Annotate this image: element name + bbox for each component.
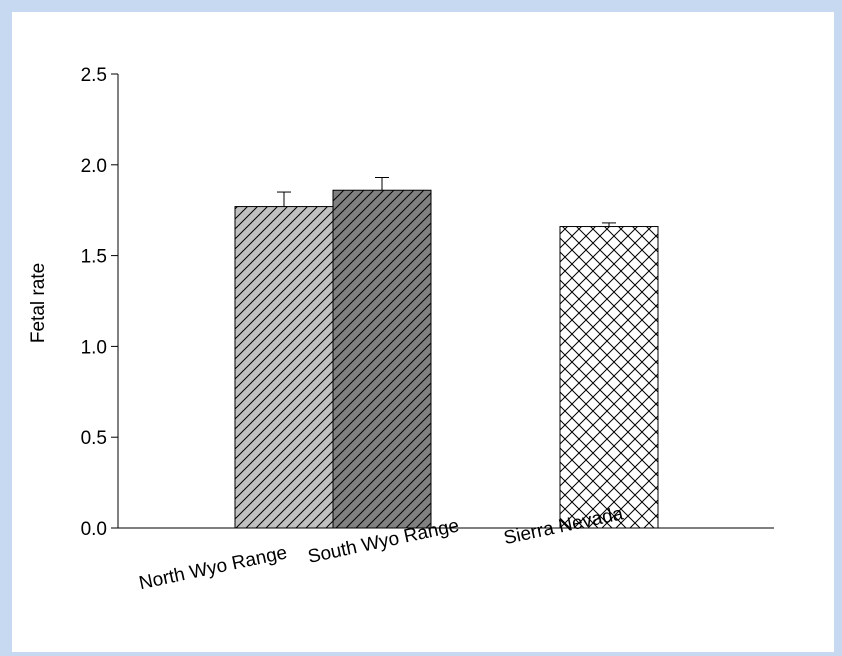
- y-axis-title: Fetal rate: [28, 263, 49, 343]
- bar-pattern: [333, 190, 431, 528]
- y-tick-label: 0.5: [81, 428, 107, 449]
- x-tick-label: North Wyo Range: [137, 542, 289, 594]
- bar-chart: Fetal rate 0.0 0.5 1.0 1.5 2.0 2.5 North Wyo …: [12, 12, 834, 652]
- chart-frame: Fetal rate 0.0 0.5 1.0 1.5 2.0 2.5 North Wyo …: [12, 12, 834, 652]
- bars-group: [235, 178, 658, 528]
- bar-pattern: [235, 207, 333, 528]
- y-tick-label: 1.0: [81, 337, 107, 358]
- y-axis: 0.0 0.5 1.0 1.5 2.0 2.5: [81, 65, 118, 540]
- y-tick-label: 2.5: [81, 65, 107, 86]
- bar-pattern: [560, 227, 658, 528]
- y-tick-label: 0.0: [81, 519, 107, 540]
- y-tick-label: 2.0: [81, 156, 107, 177]
- y-tick-label: 1.5: [81, 247, 107, 268]
